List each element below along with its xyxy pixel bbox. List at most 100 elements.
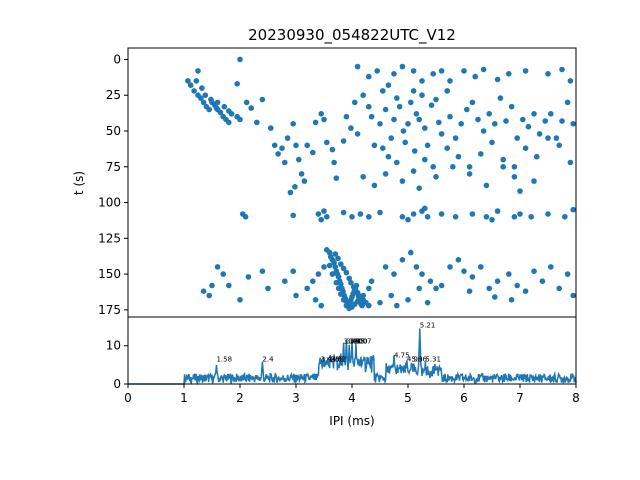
y-tick-label: 25 [106,88,121,102]
scatter-point [548,264,554,270]
scatter-point [483,182,490,189]
scatter-point [348,125,354,131]
scatter-point [354,63,361,70]
scatter-point [570,292,576,299]
scatter-point [478,264,484,270]
scatter-point [399,214,406,220]
scatter-point [243,99,250,106]
scatter-point [221,103,228,110]
scatter-point [428,102,435,108]
scatter-point [290,268,297,275]
scatter-points [185,56,576,312]
scatter-point [293,142,299,149]
scatter-point [424,299,431,306]
scatter-point [469,274,476,280]
scatter-point [331,259,337,266]
scatter-plot: 0 25 50 75 100 125 150 175 t (s) [72,47,577,318]
scatter-point [559,66,565,73]
scatter-point [310,278,316,285]
scatter-point [385,82,392,88]
scatter-point [410,211,417,217]
scatter-point [318,216,325,223]
peak-annotation: 4.07 [356,337,372,345]
peak-annotation: 4.00 [352,337,368,345]
scatter-point [436,119,442,126]
scatter-point [458,121,465,127]
peak-annotation: 3.90 [346,337,362,345]
scatter-point [301,178,308,184]
scatter-point [360,92,367,98]
scatter-point [275,151,281,157]
scatter-point [268,125,274,131]
scatter-point [396,103,403,110]
scatter-point [193,78,200,84]
scatter-point [318,111,325,117]
scatter-point [511,174,518,180]
scatter-point [382,264,389,270]
scatter-point [338,261,344,267]
scatter-point [321,116,327,123]
scatter-point [492,294,498,300]
scatter-point [447,113,453,120]
peak-annotation: 1.58 [216,355,232,363]
scatter-point [452,135,459,141]
peak-annotation: 4.75 [394,352,410,360]
scatter-point [489,139,495,146]
scatter-point [333,175,340,181]
scatter-point [353,288,359,295]
scatter-point [424,142,431,149]
scatter-point [514,135,520,141]
scatter-point [486,285,493,292]
scatter-point [377,299,383,306]
scatter-point [340,138,347,144]
scatter-point [522,145,529,151]
scatter-point [191,88,197,94]
scatter-point [368,278,375,285]
y-tick-label: 125 [98,231,121,245]
scatter-point [329,271,336,277]
scatter-point [357,211,364,217]
scatter-point [279,145,285,151]
scatter-point [259,96,266,103]
scatter-point [461,68,467,74]
x-tick-label: 1 [180,391,188,405]
y-tick-label: 0 [113,52,121,66]
scatter-point [242,214,249,220]
scatter-point [411,148,418,154]
scatter-point [517,188,523,194]
scatter-point [380,145,386,151]
scatter-point [377,209,383,216]
scatter-point [326,249,333,256]
scatter-point [424,214,431,220]
scatter-point [455,257,462,263]
scatter-point [494,76,501,83]
peak-annotation: 5.31 [425,355,441,363]
scatter-point [366,103,372,110]
ipi-histogram: 1.58 2.4 3.443.583.62 3.853.903.954.004.07 4… [106,316,580,428]
scatter-point [416,116,423,123]
scatter-point [450,164,456,170]
peak-annotation: 5.06 [411,355,427,363]
scatter-point [447,264,453,270]
scatter-point [522,68,529,74]
scatter-point [312,297,319,303]
scatter-y-axis: 0 25 50 75 100 125 150 175 [98,52,128,317]
peak-annotation: 3.95 [349,337,365,345]
scatter-point [282,159,288,166]
scatter-point [548,111,554,117]
scatter-point [340,297,347,303]
scatter-point [290,212,297,219]
scatter-point [438,68,445,74]
scatter-point [199,85,205,91]
scatter-point [399,257,406,263]
scatter-point [214,99,221,106]
scatter-point [338,281,344,287]
scatter-point [228,111,235,117]
scatter-point [413,111,420,117]
scatter-point [438,131,445,137]
scatter-point [517,211,523,217]
y-axis-label: t (s) [72,171,86,195]
scatter-point [444,145,451,151]
scatter-point [237,297,243,303]
scatter-point [259,268,266,275]
